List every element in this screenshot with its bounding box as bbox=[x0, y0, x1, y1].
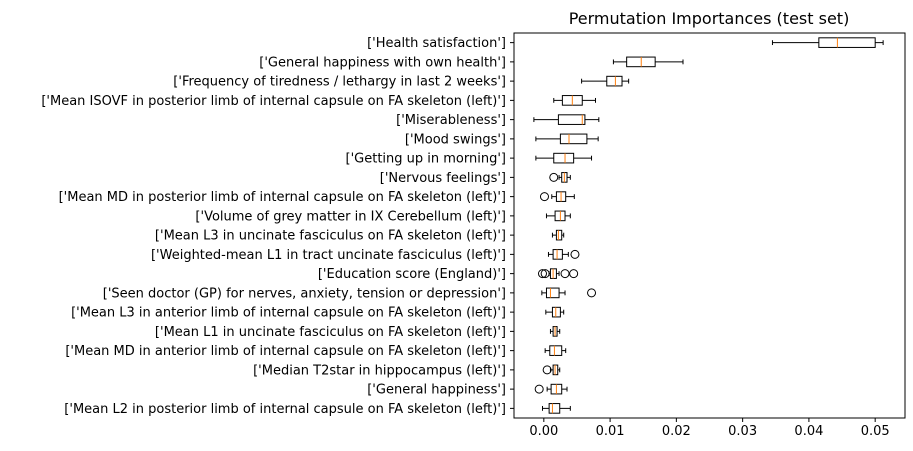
box-group bbox=[534, 383, 568, 395]
box-group bbox=[541, 403, 571, 414]
iqr-box bbox=[548, 403, 561, 414]
y-tick-label: ['Mean MD in anterior limb of internal c… bbox=[65, 344, 506, 359]
x-tick-label: 0.05 bbox=[861, 424, 890, 439]
y-tick-label: ['Mean MD in posterior limb of internal … bbox=[59, 190, 506, 205]
box-group bbox=[771, 37, 884, 48]
flier-point bbox=[587, 288, 597, 298]
iqr-box bbox=[545, 287, 560, 299]
y-axis: ['Health satisfaction'] ['General happine… bbox=[41, 36, 514, 417]
box-group bbox=[535, 133, 599, 145]
box-group bbox=[551, 229, 565, 241]
y-tick-label: ['Frequency of tiredness / lethargy in l… bbox=[173, 75, 506, 90]
box-group bbox=[545, 210, 571, 222]
y-tick-label: ['Seen doctor (GP) for nerves, anxiety, … bbox=[103, 286, 506, 301]
y-tick-label: ['Mean ISOVF in posterior limb of intern… bbox=[41, 94, 506, 109]
flier-point bbox=[539, 192, 549, 202]
box-group bbox=[541, 287, 597, 299]
y-tick-label: ['Median T2star in hippocampus (left)'] bbox=[253, 363, 506, 378]
box-group bbox=[581, 75, 630, 87]
flier-point bbox=[534, 384, 544, 394]
box-group bbox=[542, 364, 561, 376]
flier-point bbox=[540, 269, 550, 279]
flier-point bbox=[537, 269, 547, 279]
y-tick-label: ['Mean L3 in uncinate fasciculus on FA s… bbox=[155, 229, 506, 244]
flier-point bbox=[569, 269, 579, 279]
flier-point bbox=[549, 172, 559, 182]
y-tick-label: ['Health satisfaction'] bbox=[367, 36, 506, 51]
iqr-box bbox=[553, 152, 575, 164]
box-group bbox=[553, 95, 597, 106]
iqr-box bbox=[555, 229, 563, 241]
y-tick-label: ['Education score (England)'] bbox=[318, 267, 506, 282]
y-tick-label: ['Volume of grey matter in IX Cerebellum… bbox=[195, 209, 506, 224]
iqr-box bbox=[551, 306, 561, 318]
flier-point bbox=[542, 365, 552, 375]
box-group bbox=[545, 306, 565, 318]
box-group bbox=[535, 152, 593, 164]
chart-title: Permutation Importances (test set) bbox=[569, 9, 850, 28]
y-tick-label: ['Mean L2 in posterior limb of internal … bbox=[64, 402, 506, 417]
x-tick-label: 0.00 bbox=[529, 424, 558, 439]
y-tick-label: ['Miserableness'] bbox=[396, 113, 506, 128]
box-group bbox=[612, 56, 684, 68]
y-tick-label: ['General happiness'] bbox=[367, 383, 506, 398]
y-tick-label: ['Getting up in morning'] bbox=[346, 152, 506, 167]
box-group bbox=[549, 172, 571, 183]
x-tick-label: 0.04 bbox=[794, 424, 823, 439]
box-group bbox=[547, 249, 580, 260]
flier-point bbox=[560, 269, 570, 279]
box-group bbox=[549, 326, 561, 337]
iqr-box bbox=[606, 75, 623, 87]
y-tick-label: ['Nervous feelings'] bbox=[380, 171, 506, 186]
x-tick-label: 0.03 bbox=[728, 424, 757, 439]
y-tick-label: ['Weighted-mean L1 in tract uncinate fas… bbox=[151, 248, 506, 263]
box-group bbox=[539, 191, 575, 202]
x-tick-label: 0.01 bbox=[596, 424, 625, 439]
plot-area bbox=[533, 37, 884, 414]
iqr-box bbox=[557, 114, 586, 125]
y-tick-label: ['Mood swings'] bbox=[405, 132, 506, 147]
iqr-box bbox=[552, 249, 563, 260]
box-group bbox=[544, 345, 567, 356]
iqr-box bbox=[549, 345, 563, 356]
iqr-box bbox=[559, 133, 588, 145]
y-tick-label: ['General happiness with own health'] bbox=[259, 55, 506, 70]
iqr-box bbox=[818, 37, 876, 48]
box-group bbox=[533, 114, 600, 125]
box-group bbox=[537, 268, 579, 279]
y-tick-label: ['Mean L1 in uncinate fasciculus on FA s… bbox=[155, 325, 506, 340]
axes-frame bbox=[513, 32, 906, 419]
flier-point bbox=[570, 249, 580, 259]
x-tick-label: 0.02 bbox=[662, 424, 691, 439]
y-tick-label: ['Mean L3 in anterior limb of internal c… bbox=[71, 306, 506, 321]
x-axis: 0.00 0.01 0.02 0.03 0.04 0.05 bbox=[529, 418, 890, 439]
